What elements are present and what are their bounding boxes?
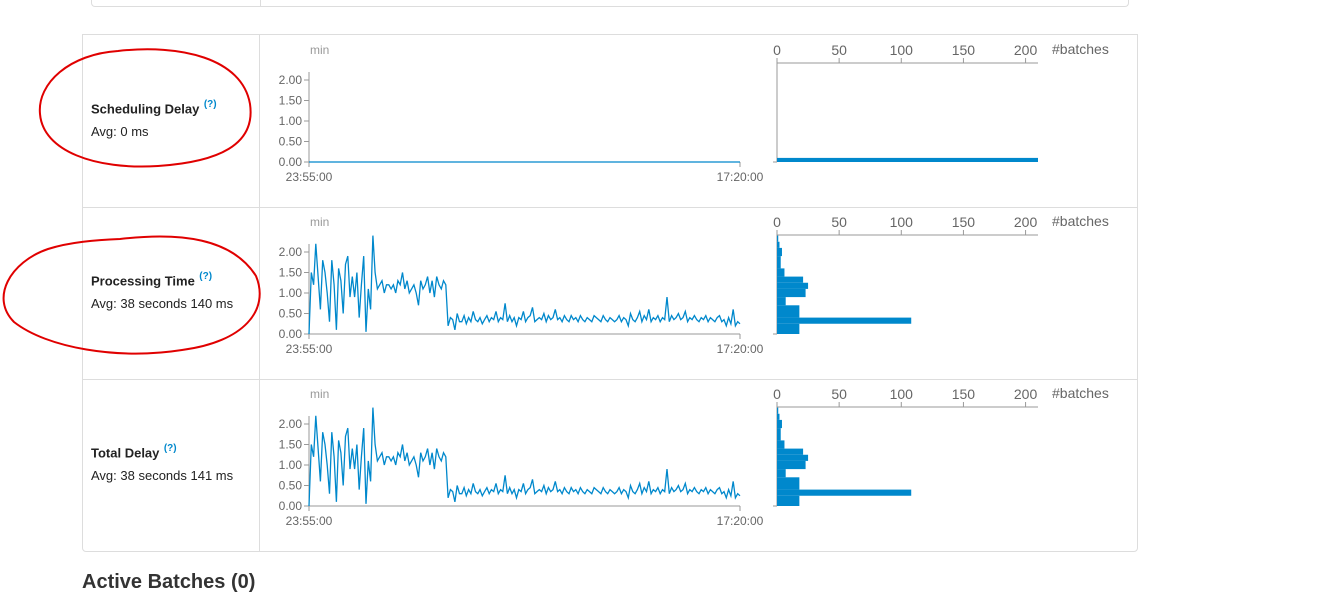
y-tick-label: 2.00 [279,245,303,259]
timeline-chart: min 0.00 0.50 1.00 1.50 2.00 23:55:00 17:20:00 [279,215,764,356]
metric-title: Total Delay [91,445,160,461]
histogram-bar [777,276,804,283]
histogram-tick-label: 50 [831,42,847,58]
histogram-axis-label: #batches [1052,41,1109,57]
x-tick-label: 17:20:00 [717,342,764,356]
histogram-bar [777,419,782,429]
metric-average: Avg: 38 seconds 141 ms [91,468,234,484]
y-tick-label: 1.00 [279,458,303,472]
active-batches-heading: Active Batches (0) [82,571,256,593]
histogram-tick-label: 150 [952,386,976,402]
y-tick-label: 1.50 [279,438,303,452]
histogram-bar [777,428,781,441]
histogram-tick-label: 0 [773,386,781,402]
histogram-chart: 0 50 100 150 200 #batches [773,41,1109,163]
series-line [308,235,741,335]
histogram-bar [777,440,785,449]
histogram-bar [777,241,780,248]
y-tick-label: 1.50 [279,266,303,280]
histogram-bar [777,235,779,242]
y-tick-label: 0.50 [279,307,303,321]
y-tick-label: 0.00 [279,155,303,169]
histogram-bar [777,413,780,420]
x-tick-label: 17:20:00 [717,170,764,184]
series-line [308,407,741,507]
y-tick-label: 2.00 [279,417,303,431]
y-tick-label: 2.00 [279,73,303,87]
histogram-tick-label: 50 [831,386,847,402]
histogram-tick-label: 200 [1014,386,1038,402]
histogram-tick-label: 200 [1014,214,1038,230]
y-tick-label: 0.00 [279,327,303,341]
histogram-bar [777,256,781,269]
y-tick-label: 1.00 [279,114,303,128]
y-tick-label: 0.50 [279,479,303,493]
histogram-bar [777,323,800,334]
histogram-bar [777,268,785,277]
metric-charts-row-0: min 0.00 0.50 1.00 1.50 2.00 23:55:00 17:20:00 0… [279,41,1109,184]
row-total-delay: Total Delay (?) Avg: 38 seconds 141 ms [83,379,1137,552]
histogram-tick-label: 150 [952,214,976,230]
histogram-axis-label: #batches [1052,385,1109,401]
histogram-tick-label: 0 [773,42,781,58]
histogram-chart: 0 50 100 150 200 #batches [773,385,1109,507]
histogram-chart: 0 50 100 150 200 #batches [773,213,1109,335]
x-tick-label: 23:55:00 [286,170,333,184]
timeline-chart: min 0.00 0.50 1.00 1.50 2.00 23:55:00 17:20:00 [279,43,764,184]
metric-label-cell: Total Delay (?) Avg: 38 seconds 141 ms [91,443,256,483]
histogram-tick-label: 150 [952,42,976,58]
histogram-tick-label: 100 [890,386,914,402]
histogram-bar [777,247,782,257]
histogram-bar [777,282,809,289]
timeline-chart: min 0.00 0.50 1.00 1.50 2.00 23:55:00 17:20:00 [279,387,764,528]
help-tooltip-icon[interactable]: (?) [163,443,177,454]
histogram-tick-label: 200 [1014,42,1038,58]
histogram-tick-label: 50 [831,214,847,230]
histogram-bar [777,489,912,496]
histogram-tick-label: 100 [890,42,914,58]
histogram-axis-label: #batches [1052,213,1109,229]
histogram-bar [777,305,800,318]
histogram-bar [777,454,809,461]
histogram-bar [777,469,786,478]
histogram-bar [777,477,800,490]
x-tick-label: 23:55:00 [286,342,333,356]
histogram-bar [777,317,912,324]
x-tick-label: 17:20:00 [717,514,764,528]
charts-layer: min 0.00 0.50 1.00 1.50 2.00 23:55:00 17:20:00 0… [279,41,1109,528]
histogram-bar [777,448,804,455]
y-tick-label: 1.50 [279,94,303,108]
histogram-bar [777,157,1038,162]
histogram-tick-label: 0 [773,214,781,230]
x-tick-label: 23:55:00 [286,514,333,528]
previous-table-edge [91,0,1129,7]
metric-charts-row-1: min 0.00 0.50 1.00 1.50 2.00 23:55:00 17:20:00 0… [279,213,1109,356]
histogram-bar [777,297,786,306]
metric-charts-row-2: min 0.00 0.50 1.00 1.50 2.00 23:55:00 17:20:00 0… [279,385,1109,528]
histogram-bar [777,288,806,298]
histogram-bar [777,460,806,470]
y-tick-label: 0.00 [279,499,303,513]
y-axis-label: min [310,387,329,401]
histogram-bar [777,495,800,506]
y-axis-label: min [310,215,329,229]
y-tick-label: 0.50 [279,135,303,149]
histogram-bar [777,407,779,414]
y-tick-label: 1.00 [279,286,303,300]
histogram-tick-label: 100 [890,214,914,230]
y-axis-label: min [310,43,329,57]
